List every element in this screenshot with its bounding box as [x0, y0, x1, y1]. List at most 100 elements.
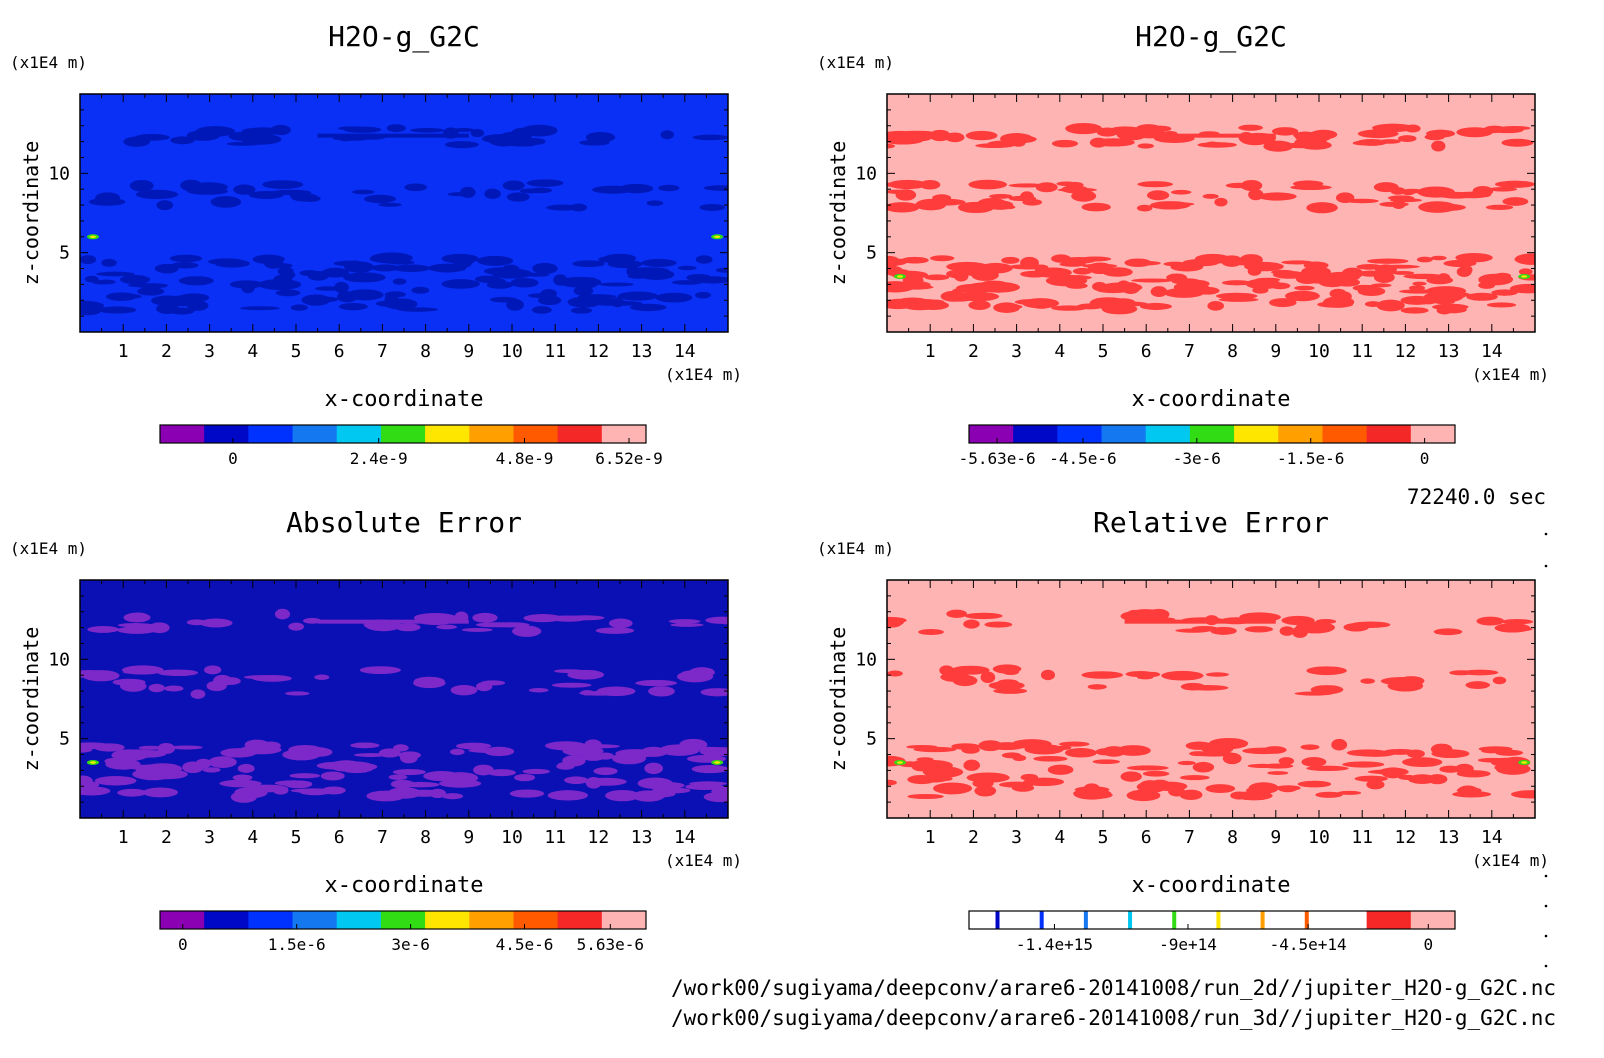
- field-blob: [997, 679, 1019, 686]
- field-blob: [1102, 746, 1126, 757]
- colorbar-stripe: [995, 911, 1000, 929]
- field-blob: [1087, 684, 1107, 690]
- colorbar-label: 5.63e-6: [577, 935, 644, 954]
- field-blob: [436, 624, 458, 630]
- field-blob: [512, 625, 542, 637]
- colorbar-label: 3e-6: [391, 935, 430, 954]
- colorbar-segment: [425, 425, 470, 443]
- edge-spot: [1521, 275, 1528, 278]
- field-blob: [1218, 297, 1259, 302]
- field-blob: [117, 626, 157, 634]
- colorbar-stripe: [1172, 911, 1177, 929]
- field-blob: [629, 303, 667, 312]
- field-blob: [619, 183, 654, 194]
- field-blob: [1131, 278, 1173, 283]
- field-blob: [955, 283, 991, 293]
- field-blob: [641, 258, 677, 267]
- field-blob: [1294, 292, 1316, 299]
- x-tick-label: 6: [1141, 827, 1152, 848]
- x-tick-label: 10: [501, 341, 523, 362]
- field-blob: [175, 672, 191, 677]
- field-blob: [929, 129, 951, 142]
- colorbar-segment: [469, 911, 514, 929]
- x-tick-label: 3: [204, 827, 215, 848]
- field-blob: [1058, 741, 1090, 747]
- x-tick-label: 13: [1438, 341, 1460, 362]
- field-blob: [658, 787, 691, 794]
- x-tick-label: 8: [420, 827, 431, 848]
- x-tick-label: 12: [588, 341, 610, 362]
- field-blob: [472, 612, 498, 623]
- y-axis-label: z-coordinate: [826, 627, 850, 772]
- field-blob: [334, 281, 349, 293]
- field-blob: [1290, 184, 1332, 191]
- field-blob: [270, 189, 312, 196]
- field-blob: [343, 272, 386, 283]
- field-blob: [646, 200, 664, 206]
- field-blob: [499, 131, 532, 143]
- field-blob: [455, 742, 492, 750]
- field-blob: [228, 131, 261, 141]
- field-blob: [384, 291, 406, 298]
- field-blob: [1233, 261, 1273, 266]
- x-tick-label: 3: [204, 341, 215, 362]
- x-tick-label: 5: [291, 341, 302, 362]
- field-blob: [1391, 271, 1415, 275]
- field-blob: [1023, 777, 1065, 787]
- field-blob: [1356, 139, 1388, 146]
- x-tick-label: 9: [463, 827, 474, 848]
- field-blob: [1364, 301, 1382, 307]
- field-blob: [968, 179, 1008, 190]
- field-blob: [1372, 123, 1415, 133]
- colorbar-segment: [601, 425, 647, 443]
- chart-panel-4: Relative Error(x1E4 m)1 2 3 4 5 6 7 8 9 10 11 12 13 1…: [817, 506, 1549, 954]
- field-blob: [438, 779, 482, 788]
- field-blob: [484, 188, 501, 199]
- colorbar-segment: [1145, 425, 1191, 443]
- y-tick-label: 5: [59, 729, 70, 750]
- field-blob: [691, 764, 728, 774]
- field-blob: [1317, 301, 1354, 308]
- colorbar-segment: [1322, 425, 1368, 443]
- field-blob: [272, 785, 289, 795]
- y-tick-label: 5: [59, 243, 70, 264]
- field-blob: [703, 185, 728, 191]
- x-unit-label: (x1E4 m): [665, 851, 742, 870]
- x-tick-label: 11: [1351, 827, 1373, 848]
- colorbar-stripe: [1128, 911, 1133, 929]
- field-blob: [1257, 192, 1297, 201]
- field-blob: [1281, 260, 1313, 265]
- field-blob: [1124, 619, 1276, 624]
- field-blob: [1248, 189, 1264, 201]
- field-blob: [218, 201, 234, 208]
- field-blob: [681, 670, 711, 677]
- field-pattern: [80, 608, 728, 803]
- colorbar-frame: [968, 910, 1456, 930]
- colorbar-segment: [557, 911, 603, 929]
- field-blob: [397, 307, 438, 312]
- field-blob: [1051, 305, 1087, 311]
- field-blob: [386, 124, 406, 133]
- field-blob: [240, 306, 280, 311]
- field-blob: [80, 669, 108, 679]
- field-blob: [607, 260, 643, 269]
- field-blob: [84, 275, 99, 283]
- field-blob: [229, 280, 264, 289]
- x-tick-label: 2: [161, 341, 172, 362]
- field-blob: [951, 743, 980, 750]
- colorbar: -5.63e-6 -4.5e-6 -3e-6 -1.5e-6 0: [959, 424, 1456, 468]
- field-blob: [1481, 748, 1502, 754]
- time-label: 72240.0 sec: [1407, 485, 1546, 509]
- field-blob: [121, 665, 164, 675]
- field-blob: [1412, 281, 1427, 286]
- field-blob: [1502, 197, 1529, 206]
- field-blob: [1065, 181, 1084, 188]
- field-blob: [243, 675, 281, 680]
- colorbar-segment: [160, 425, 205, 443]
- field-blob: [1487, 187, 1518, 192]
- field-blob: [1307, 761, 1323, 767]
- colorbar-frame: [159, 424, 647, 444]
- x-tick-label: 11: [544, 341, 566, 362]
- field-blob: [1485, 204, 1514, 210]
- field-blob: [691, 756, 715, 762]
